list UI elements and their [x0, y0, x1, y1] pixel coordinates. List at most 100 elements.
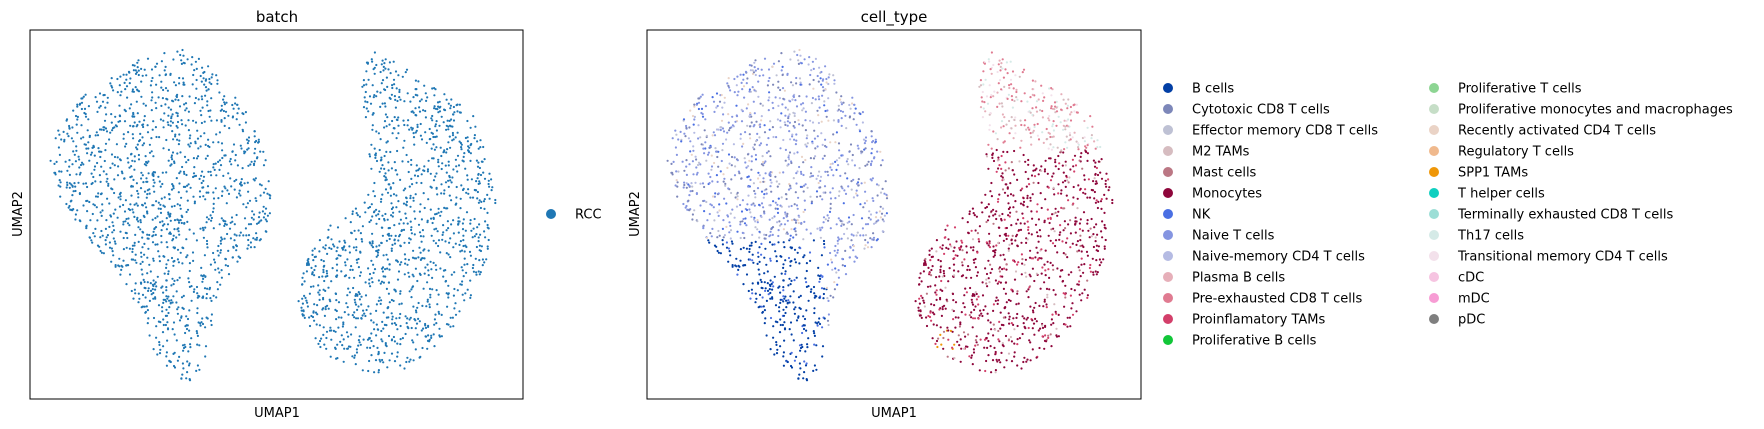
scatter-point — [236, 103, 239, 106]
scatter-point — [334, 292, 338, 296]
scatter-point — [207, 138, 210, 141]
scatter-point — [393, 288, 396, 291]
scatter-point — [1027, 163, 1030, 166]
scatter-point — [194, 96, 197, 100]
scatter-point — [1044, 249, 1047, 252]
scatter-point — [198, 177, 201, 180]
scatter-point — [807, 337, 810, 340]
scatter-point — [116, 174, 120, 177]
scatter-point — [338, 240, 341, 243]
scatter-point — [816, 145, 819, 148]
scatter-point — [463, 250, 466, 253]
scatter-point — [132, 178, 135, 181]
scatter-point — [949, 243, 952, 246]
scatter-point — [817, 80, 820, 83]
scatter-point — [754, 292, 757, 295]
scatter-point — [209, 109, 212, 112]
scatter-point — [1073, 154, 1077, 157]
scatter-point — [327, 236, 330, 239]
scatter-point — [455, 202, 458, 205]
scatter-point — [985, 95, 989, 98]
scatter-point — [780, 196, 783, 199]
scatter-point — [1095, 166, 1098, 170]
scatter-point — [719, 252, 723, 255]
scatter-point — [860, 217, 864, 220]
scatter-point — [398, 88, 401, 91]
scatter-point — [990, 195, 994, 198]
scatter-point — [243, 217, 247, 220]
scatter-point — [355, 317, 358, 320]
scatter-point — [168, 299, 171, 302]
scatter-point — [129, 176, 132, 179]
scatter-point — [820, 70, 823, 74]
scatter-point — [853, 112, 856, 115]
scatter-point — [964, 335, 967, 338]
scatter-point — [348, 245, 351, 248]
scatter-point — [103, 93, 106, 97]
scatter-point — [65, 118, 69, 121]
scatter-point — [178, 182, 181, 185]
scatter-point — [180, 221, 183, 225]
scatter-point — [939, 326, 942, 329]
scatter-point — [59, 181, 62, 184]
scatter-point — [375, 214, 378, 217]
scatter-point — [941, 308, 944, 311]
scatter-point — [881, 207, 885, 210]
scatter-point — [944, 236, 947, 239]
scatter-point — [861, 121, 865, 124]
scatter-point — [260, 219, 263, 222]
scatter-point — [863, 148, 866, 151]
scatter-point — [742, 217, 745, 221]
scatter-point — [1003, 258, 1006, 261]
scatter-point — [407, 258, 410, 261]
scatter-point — [410, 288, 413, 291]
scatter-point — [231, 220, 234, 223]
scatter-point — [1057, 115, 1060, 118]
scatter-point — [874, 138, 877, 141]
scatter-point — [818, 170, 821, 173]
scatter-point — [722, 236, 725, 239]
scatter-point — [209, 263, 212, 266]
scatter-point — [975, 215, 979, 218]
scatter-point — [259, 194, 262, 197]
scatter-point — [779, 126, 782, 129]
scatter-point — [98, 128, 102, 131]
scatter-point — [168, 215, 171, 218]
scatter-point — [1054, 165, 1057, 168]
scatter-point — [1078, 159, 1081, 162]
scatter-point — [144, 296, 147, 299]
scatter-point — [262, 191, 266, 194]
scatter-point — [469, 126, 472, 129]
scatter-point — [445, 151, 448, 154]
scatter-point — [983, 346, 986, 349]
scatter-point — [196, 296, 199, 299]
scatter-point — [476, 197, 479, 200]
scatter-point — [768, 241, 772, 244]
scatter-point — [165, 263, 168, 266]
scatter-point — [1016, 338, 1019, 341]
scatter-point — [376, 254, 379, 257]
scatter-point — [726, 166, 729, 169]
scatter-point — [62, 130, 65, 133]
scatter-point — [135, 261, 138, 264]
scatter-point — [1046, 172, 1049, 175]
scatter-point — [1020, 273, 1023, 276]
scatter-point — [185, 190, 188, 193]
scatter-point — [149, 289, 153, 292]
scatter-point — [973, 308, 976, 311]
scatter-point — [76, 209, 79, 212]
scatter-point — [784, 295, 787, 298]
scatter-point — [1023, 222, 1026, 225]
scatter-point — [202, 228, 205, 231]
scatter-point — [1066, 316, 1069, 319]
scatter-point — [414, 107, 417, 110]
scatter-point — [99, 104, 102, 108]
scatter-point — [479, 233, 482, 236]
scatter-point — [408, 185, 411, 188]
scatter-point — [188, 269, 191, 273]
scatter-point — [373, 328, 376, 331]
scatter-point — [329, 224, 332, 227]
scatter-point — [711, 180, 714, 183]
scatter-point — [785, 306, 788, 309]
scatter-point — [1002, 316, 1006, 319]
